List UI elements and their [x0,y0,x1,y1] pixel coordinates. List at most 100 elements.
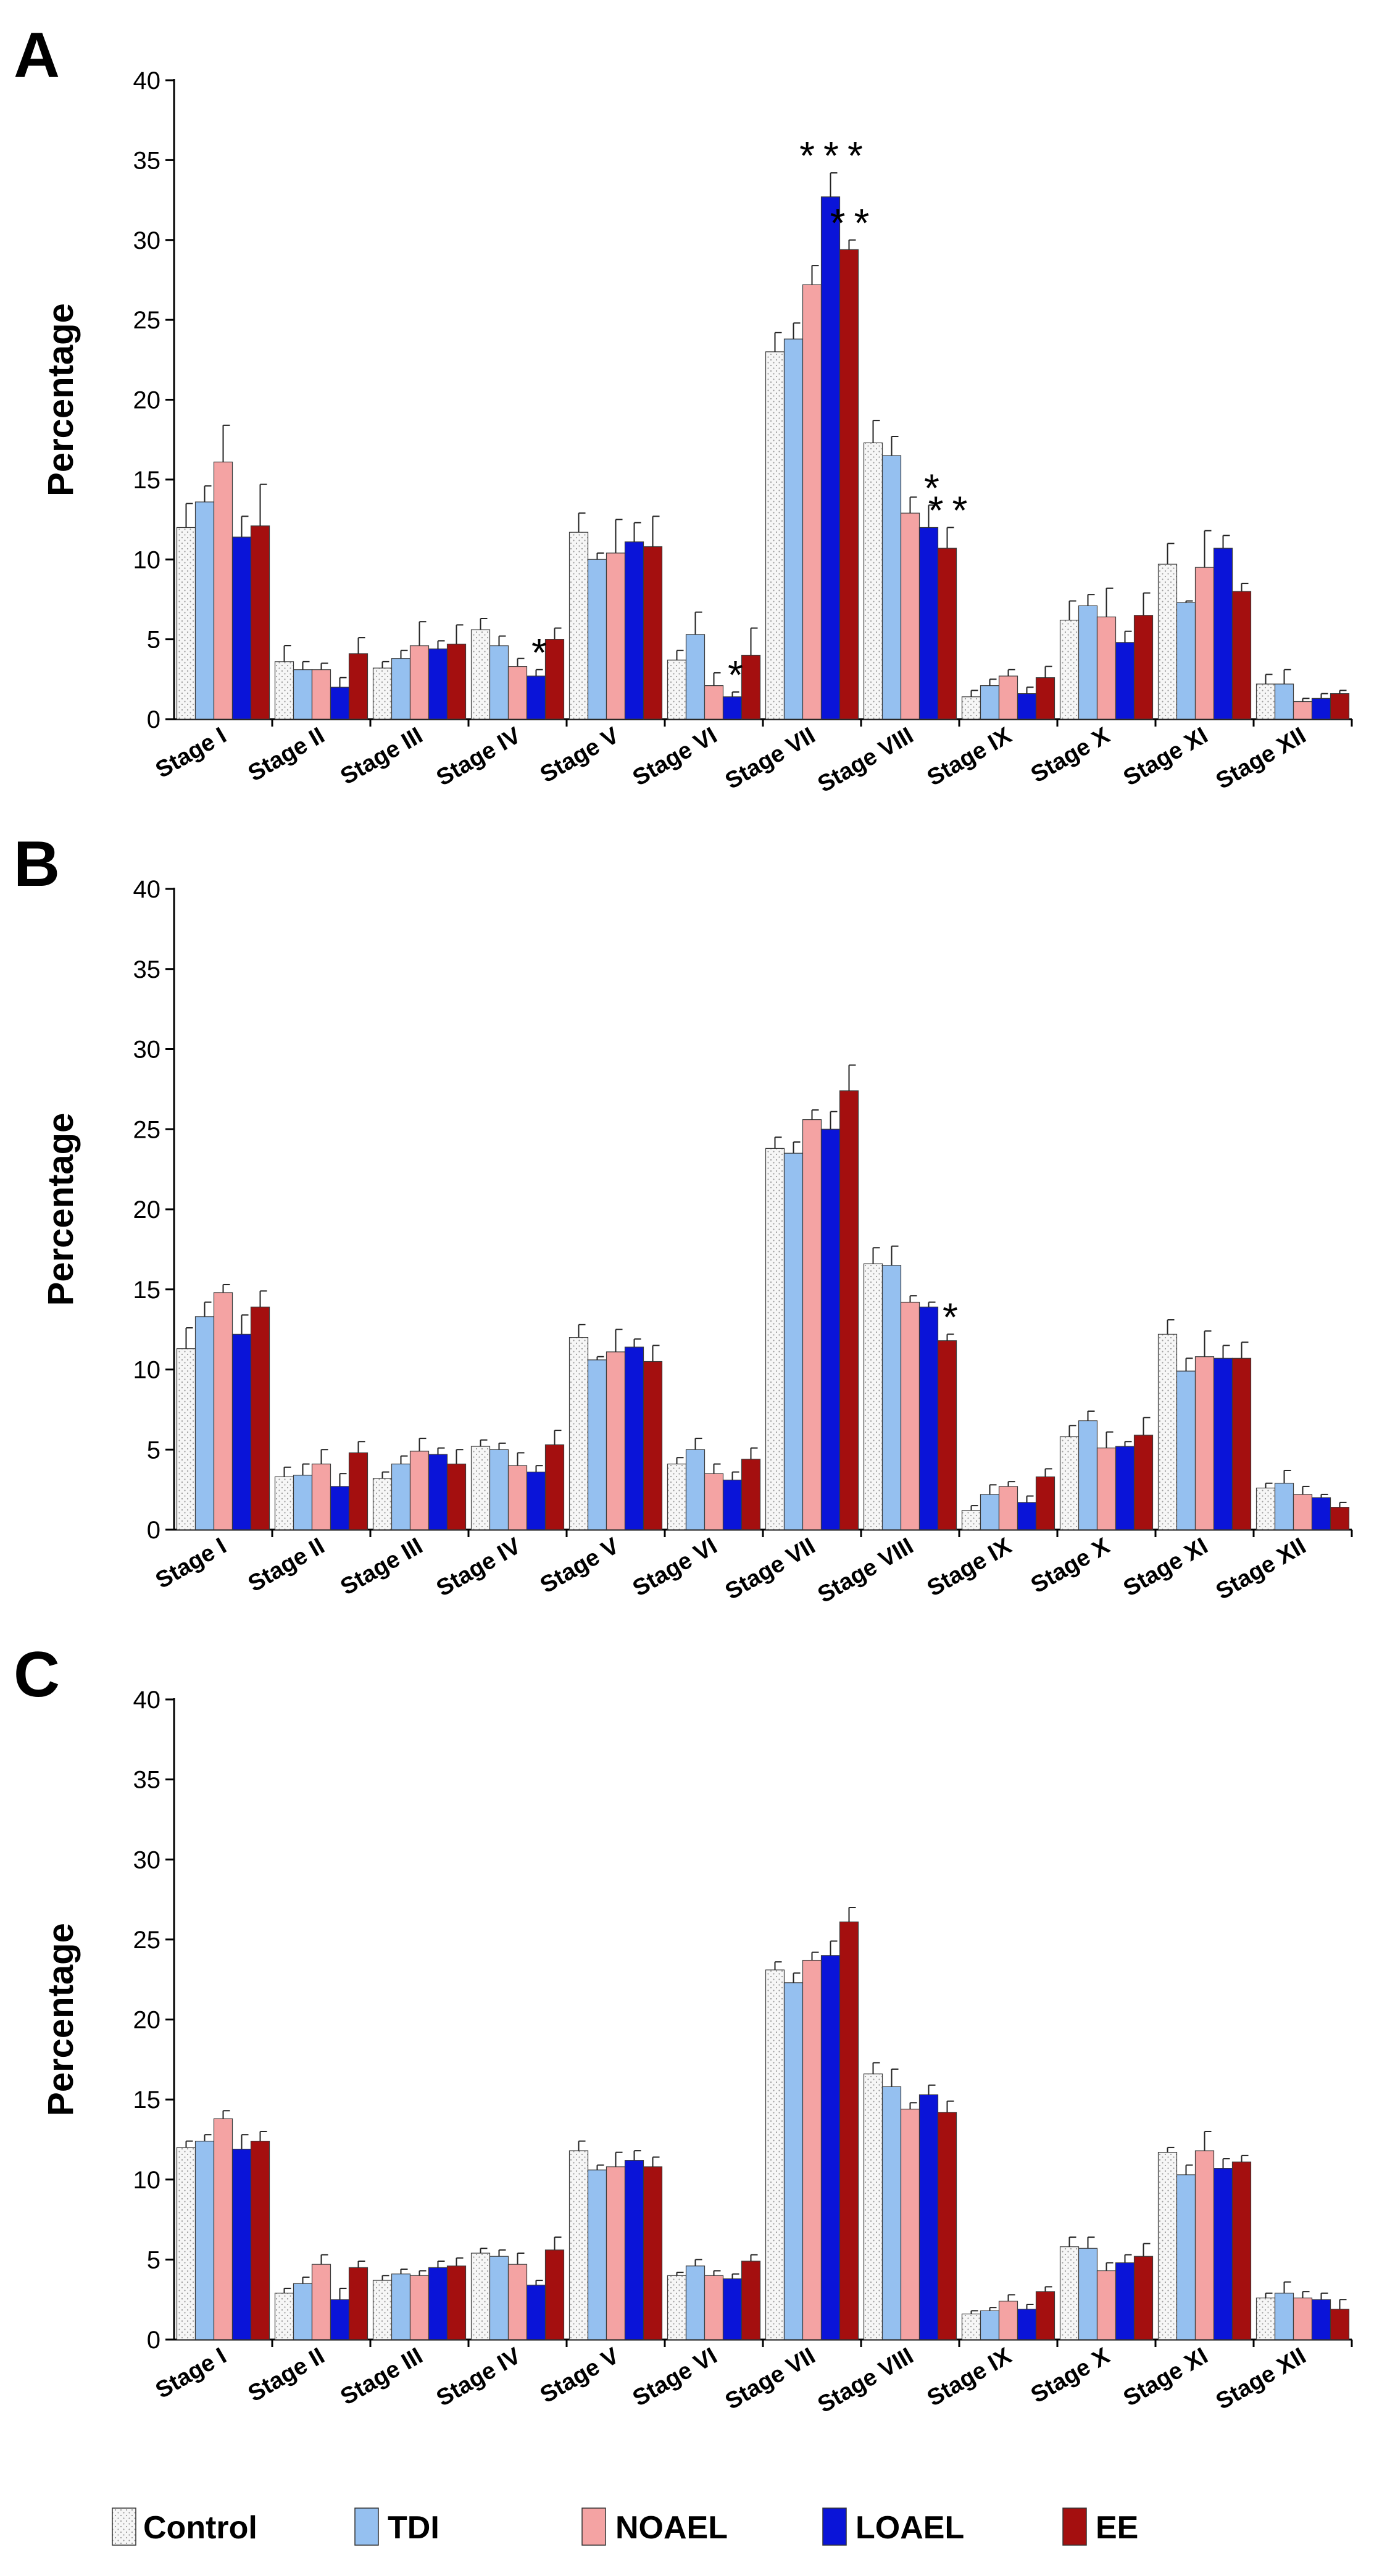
bar-tdi [587,559,607,720]
y-tick-label: 0 [147,1517,160,1544]
bar-control [470,2253,491,2340]
legend-label-tdi: TDI [388,2510,439,2546]
y-tick-label: 25 [133,1116,161,1143]
bar-noael [311,1464,331,1530]
bar-noael [606,1351,626,1530]
bar-tdi [980,685,1000,720]
bar-tdi [293,669,313,720]
bar-tdi [391,2274,411,2340]
bar-tdi [783,1982,804,2340]
bar-loael [526,675,546,720]
x-tick-label: Stage IV [432,722,525,791]
y-tick-label: 25 [133,1927,161,1954]
x-tick-label: Stage IX [923,2343,1016,2412]
bar-noael [704,2275,724,2340]
bar-ee [839,1090,859,1530]
bar-control [274,2293,294,2340]
bar-loael [428,2267,448,2340]
bar-control [1059,2246,1080,2340]
bar-noael [213,1292,233,1530]
bar-tdi [881,455,902,720]
x-tick-label: Stage XI [1119,1533,1212,1601]
significance-marker: * [943,1294,967,1339]
bar-loael [918,1306,939,1530]
bar-loael [231,2148,252,2340]
bar-control [863,1263,883,1530]
bar-ee [544,639,565,720]
legend-swatch-loael [822,2507,847,2546]
bar-ee [1330,2309,1350,2340]
bar-control [1059,1436,1080,1530]
bar-control [1255,2297,1276,2340]
y-tick-label: 10 [133,2167,161,2194]
bar-ee [1231,2161,1252,2340]
bar-ee [1330,693,1350,720]
bar-loael [624,1346,644,1530]
bar-noael [1096,2270,1117,2340]
bar-ee [1330,1507,1350,1530]
x-tick-label: Stage VI [628,1533,722,1601]
bar-noael [1293,1494,1313,1530]
bar-tdi [1274,1483,1294,1530]
bar-noael [1096,1448,1117,1530]
bar-tdi [783,1153,804,1530]
y-tick-label: 40 [133,1686,161,1714]
bar-loael [1017,693,1037,720]
bar-control [176,527,196,720]
legend-swatch-noael [581,2507,606,2546]
bar-loael [428,648,448,720]
bar-ee [250,525,270,720]
bar-loael [1213,1357,1233,1530]
bar-loael [1311,1497,1331,1530]
bar-noael [311,2264,331,2340]
y-tick-label: 20 [133,387,161,414]
y-tick-label: 10 [133,546,161,573]
bar-ee [446,1464,467,1530]
bar-ee [643,546,663,720]
bar-noael [802,1959,822,2340]
bar-tdi [1078,1420,1098,1530]
bar-loael [918,2094,939,2340]
bar-loael [330,686,350,720]
bar-tdi [1176,2174,1196,2340]
x-tick-label: Stage VIII [814,2343,918,2418]
significance-marker: * [924,465,948,510]
bar-control [568,1337,589,1530]
y-tick-label: 40 [133,67,161,94]
y-tick-label: 0 [147,706,160,733]
bar-noael [213,2118,233,2340]
bar-tdi [685,2265,706,2340]
legend-label-noael: NOAEL [615,2510,728,2546]
bar-loael [330,2299,350,2340]
bar-control [863,442,883,720]
bar-ee [1231,591,1252,720]
bar-tdi [391,1464,411,1530]
bar-control [961,1510,981,1530]
bar-loael [1115,1446,1135,1530]
bar-noael [900,2109,920,2340]
x-tick-label: Stage V [536,1533,623,1598]
bar-ee [446,2265,467,2340]
bar-control [470,1446,491,1530]
bar-tdi [587,1359,607,1530]
bar-ee [937,1340,957,1530]
bar-ee [250,1306,270,1530]
bar-tdi [194,1316,215,1530]
bar-control [274,1476,294,1530]
bar-control [176,1348,196,1530]
x-tick-label: Stage VIII [814,722,918,798]
bar-ee [348,2267,368,2340]
bar-control [765,351,785,720]
y-tick-label: 5 [147,1436,160,1464]
panel-label: B [14,828,60,900]
bar-noael [1194,2150,1215,2340]
legend-label-control: Control [143,2510,257,2546]
bar-tdi [489,645,509,720]
x-tick-label: Stage III [336,2343,427,2410]
bar-ee [1035,2291,1055,2340]
bar-loael [428,1454,448,1530]
y-tick-label: 25 [133,307,161,334]
bar-noael [1293,701,1313,720]
